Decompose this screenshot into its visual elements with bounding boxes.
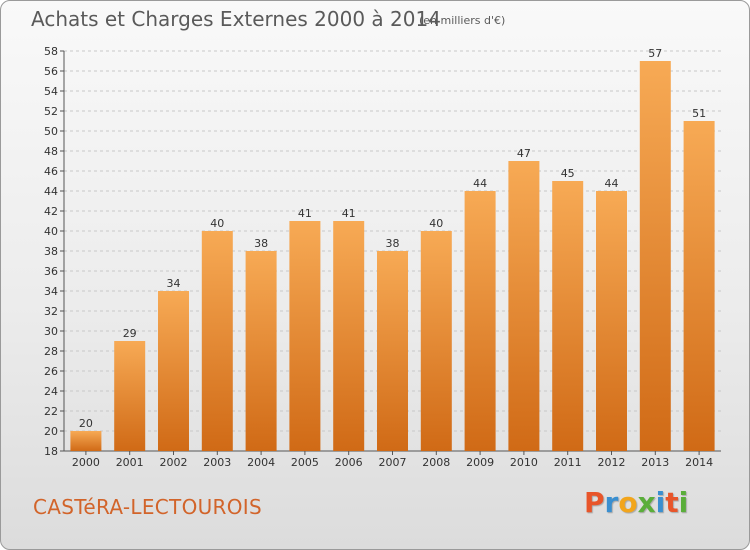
- value-label: 41: [298, 207, 312, 220]
- bar-2001: [114, 341, 146, 451]
- bar-2007: [377, 251, 408, 451]
- chart-title: Achats et Charges Externes 2000 à 2014: [31, 7, 441, 31]
- logo-letter: o: [618, 486, 638, 519]
- bar-2011: [552, 181, 584, 451]
- y-tick-label: 30: [44, 325, 58, 338]
- x-tick-label: 2003: [203, 456, 231, 469]
- bars: 20 29 34 40 38 41 41 38 40 44 47 45 44 57 51: [70, 47, 715, 451]
- y-tick-label: 48: [44, 145, 58, 158]
- y-tick-label: 34: [44, 285, 58, 298]
- bar-2014: [683, 121, 715, 451]
- bar-2002: [158, 291, 189, 451]
- y-tick-label: 46: [44, 165, 58, 178]
- bar-2012: [596, 191, 627, 451]
- x-tick-label: 2005: [291, 456, 319, 469]
- value-label: 51: [692, 107, 706, 120]
- chart-unit: (en milliers d'€): [419, 14, 506, 27]
- x-tick-label: 2013: [641, 456, 669, 469]
- x-tick-label: 2002: [160, 456, 188, 469]
- logo-letter: r: [604, 486, 619, 519]
- y-tick-label: 26: [44, 365, 58, 378]
- value-label: 40: [210, 217, 224, 230]
- y-tick-label: 28: [44, 345, 58, 358]
- value-label: 47: [517, 147, 531, 160]
- y-tick-label: 44: [44, 185, 58, 198]
- y-tick-label: 36: [44, 265, 58, 278]
- value-label: 20: [79, 417, 93, 430]
- y-tick-label: 18: [44, 445, 58, 458]
- value-label: 38: [254, 237, 268, 250]
- x-tick-label: 2006: [335, 456, 363, 469]
- x-tick-label: 2014: [685, 456, 713, 469]
- value-label: 45: [561, 167, 575, 180]
- value-label: 40: [429, 217, 443, 230]
- y-tick-label: 54: [44, 85, 58, 98]
- bar-2005: [289, 221, 321, 451]
- bar-2004: [245, 251, 277, 451]
- x-tick-label: 2008: [422, 456, 450, 469]
- x-tick-label: 2009: [466, 456, 494, 469]
- y-tick-label: 40: [44, 225, 58, 238]
- x-tick-label: 2012: [598, 456, 626, 469]
- logo-letter: i: [655, 486, 666, 519]
- x-tick-label: 2010: [510, 456, 538, 469]
- y-tick-label: 56: [44, 65, 58, 78]
- proxiti-logo: Proxiti: [584, 486, 688, 519]
- city-name: CASTéRA-LECTOUROIS: [33, 495, 262, 519]
- y-tick-label: 32: [44, 305, 58, 318]
- x-tick-label: 2000: [72, 456, 100, 469]
- logo-letter: i: [678, 486, 689, 519]
- value-label: 44: [473, 177, 487, 190]
- logo-letter: t: [665, 486, 679, 519]
- logo-letter: x: [637, 486, 656, 519]
- value-label: 41: [342, 207, 356, 220]
- bar-2009: [464, 191, 496, 451]
- x-tick-label: 2011: [554, 456, 582, 469]
- bar-2010: [508, 161, 540, 451]
- logo-letter: P: [584, 486, 605, 519]
- y-tick-label: 58: [44, 45, 58, 58]
- bar-2003: [201, 231, 233, 451]
- bar-2000: [70, 431, 102, 451]
- value-label: 44: [605, 177, 619, 190]
- y-tick-label: 20: [44, 425, 58, 438]
- axes: 18 20 22 24 26 28 30 32 34 36 38 40 42 44 46 48 50 52 54 56…: [44, 45, 721, 469]
- x-tick-label: 2001: [116, 456, 144, 469]
- y-tick-label: 24: [44, 385, 58, 398]
- x-tick-label: 2007: [379, 456, 407, 469]
- y-tick-label: 42: [44, 205, 58, 218]
- y-tick-label: 50: [44, 125, 58, 138]
- bar-2008: [420, 231, 452, 451]
- bar-2006: [333, 221, 365, 451]
- bar-2013: [639, 61, 671, 451]
- value-label: 38: [386, 237, 400, 250]
- value-label: 57: [648, 47, 662, 60]
- y-tick-label: 22: [44, 405, 58, 418]
- x-tick-label: 2004: [247, 456, 275, 469]
- y-tick-label: 52: [44, 105, 58, 118]
- y-tick-label: 38: [44, 245, 58, 258]
- value-label: 29: [123, 327, 137, 340]
- value-label: 34: [167, 277, 181, 290]
